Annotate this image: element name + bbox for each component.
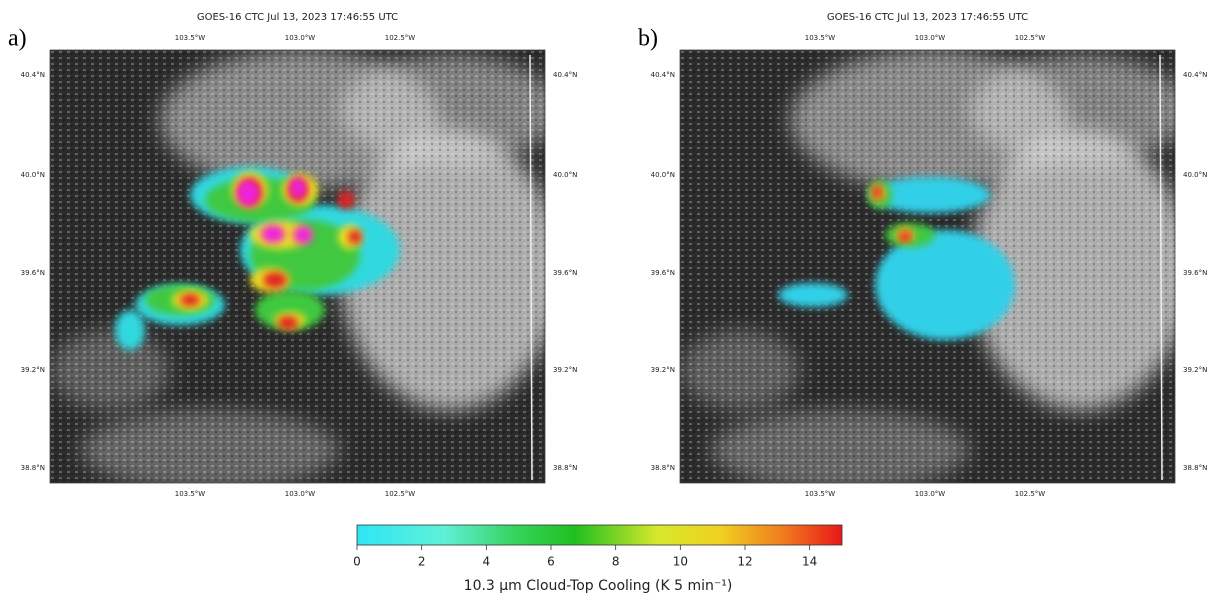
lat-label: 40.0°N — [553, 171, 577, 179]
lat-label: 38.8°N — [21, 464, 45, 472]
lon-label: 102.5°W — [1015, 34, 1046, 42]
storm-cell — [348, 230, 362, 244]
colorbar-tick-label: 8 — [612, 555, 620, 569]
storm-cell — [778, 283, 848, 307]
colorbar-tick-label: 0 — [353, 555, 361, 569]
clouds — [50, 50, 560, 490]
lon-label: 103.0°W — [915, 34, 946, 42]
lat-label: 39.6°N — [1183, 269, 1207, 277]
storm-cell — [237, 180, 259, 206]
lon-label: 103.0°W — [915, 490, 946, 498]
colorbar-tick-label: 2 — [418, 555, 426, 569]
storm-cell — [875, 230, 1015, 340]
colorbar-tick-label: 14 — [802, 555, 817, 569]
colorbar-tick-label: 6 — [547, 555, 555, 569]
colorbar-label: 10.3 μm Cloud-Top Cooling (K 5 min⁻¹) — [464, 578, 733, 594]
lat-label: 40.4°N — [1183, 71, 1207, 79]
figure: 10.3 μm Cloud-Top Cooling (K 5 min⁻¹) a)… — [0, 0, 1222, 603]
colorbar-tick-label: 4 — [483, 555, 491, 569]
lon-label: 103.5°W — [175, 34, 206, 42]
panel-title: GOES-16 CTC Jul 13, 2023 17:46:55 UTC — [827, 12, 1028, 23]
storm-cell — [338, 191, 354, 209]
map-panel — [680, 50, 1190, 490]
storm-cell — [263, 272, 287, 288]
lon-label: 103.5°W — [175, 490, 206, 498]
lon-label: 103.0°W — [285, 490, 316, 498]
storm-cell — [873, 186, 881, 198]
lon-label: 102.5°W — [1015, 490, 1046, 498]
lat-label: 39.2°N — [651, 366, 675, 374]
lat-label: 40.0°N — [1183, 171, 1207, 179]
lat-label: 40.4°N — [21, 71, 45, 79]
lat-label: 38.8°N — [553, 464, 577, 472]
lat-label: 40.0°N — [651, 171, 675, 179]
panel-label: a) — [8, 26, 27, 52]
lat-label: 39.2°N — [21, 366, 45, 374]
storm-cell — [293, 226, 313, 244]
storm-cell — [900, 232, 910, 242]
colorbar — [357, 525, 842, 545]
lat-label: 39.2°N — [553, 366, 577, 374]
lon-label: 103.0°W — [285, 34, 316, 42]
panel-title: GOES-16 CTC Jul 13, 2023 17:46:55 UTC — [197, 12, 398, 23]
lat-label: 38.8°N — [651, 464, 675, 472]
lat-label: 40.0°N — [21, 171, 45, 179]
colorbar-tick-label: 10 — [673, 555, 688, 569]
storm-cell — [261, 225, 285, 243]
lat-label: 39.6°N — [21, 269, 45, 277]
lat-label: 39.2°N — [1183, 366, 1207, 374]
storm-cell — [278, 316, 298, 330]
lat-label: 40.4°N — [553, 71, 577, 79]
lon-label: 103.5°W — [805, 34, 836, 42]
lon-label: 102.5°W — [385, 34, 416, 42]
storm-cell — [115, 310, 145, 350]
clouds — [680, 50, 1190, 490]
lat-label: 40.4°N — [651, 71, 675, 79]
lon-label: 103.5°W — [805, 490, 836, 498]
map-panel — [50, 50, 560, 490]
panel-label: b) — [638, 26, 658, 52]
storm-cell — [180, 294, 200, 306]
lat-label: 39.6°N — [651, 269, 675, 277]
lat-label: 38.8°N — [1183, 464, 1207, 472]
colorbar-tick-label: 12 — [737, 555, 752, 569]
lat-label: 39.6°N — [553, 269, 577, 277]
lon-label: 102.5°W — [385, 490, 416, 498]
storm-cell — [290, 178, 306, 198]
